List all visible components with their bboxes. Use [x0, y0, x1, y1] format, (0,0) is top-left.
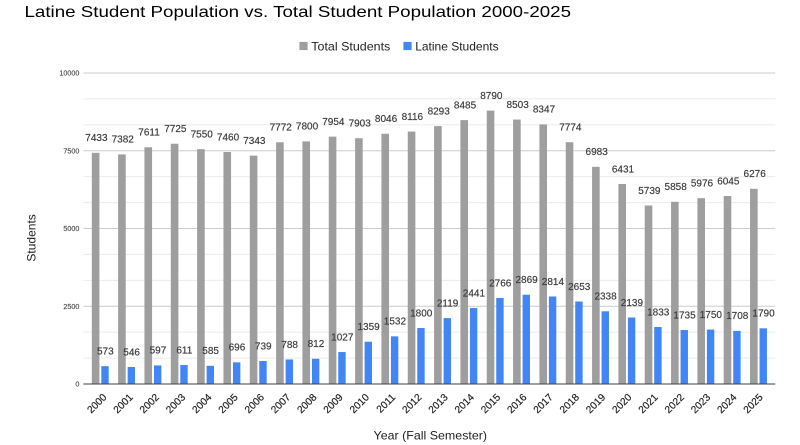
svg-text:Latine Students: Latine Students [415, 39, 498, 53]
svg-text:1708: 1708 [726, 311, 749, 322]
svg-text:6983: 6983 [586, 147, 609, 158]
svg-text:10000: 10000 [59, 69, 79, 78]
svg-text:788: 788 [281, 340, 298, 351]
svg-text:5976: 5976 [691, 178, 714, 189]
svg-text:7800: 7800 [296, 122, 319, 133]
svg-text:611: 611 [176, 345, 192, 356]
svg-text:1027: 1027 [331, 332, 354, 343]
svg-text:1359: 1359 [357, 322, 380, 333]
svg-text:5739: 5739 [638, 186, 661, 197]
svg-text:8485: 8485 [454, 100, 477, 111]
svg-text:1833: 1833 [647, 307, 670, 318]
svg-text:7550: 7550 [191, 130, 214, 141]
svg-text:2119: 2119 [437, 298, 459, 309]
svg-text:585: 585 [202, 346, 219, 357]
svg-text:7500: 7500 [63, 146, 79, 155]
svg-text:546: 546 [123, 347, 140, 358]
svg-text:7725: 7725 [164, 124, 187, 135]
svg-text:7954: 7954 [322, 117, 345, 128]
svg-text:0: 0 [75, 380, 79, 389]
svg-text:7772: 7772 [270, 123, 293, 134]
svg-text:2500: 2500 [63, 302, 79, 311]
svg-text:7343: 7343 [243, 136, 266, 147]
svg-text:739: 739 [255, 341, 272, 352]
svg-text:812: 812 [308, 339, 325, 350]
svg-text:1532: 1532 [384, 317, 407, 328]
svg-text:696: 696 [229, 343, 246, 354]
svg-text:7903: 7903 [349, 119, 372, 130]
svg-text:5000: 5000 [63, 224, 79, 233]
svg-text:7460: 7460 [217, 132, 240, 143]
svg-text:Total Students: Total Students [311, 39, 390, 53]
svg-text:1735: 1735 [673, 310, 696, 321]
svg-text:5858: 5858 [665, 182, 688, 193]
svg-text:2653: 2653 [568, 282, 591, 293]
svg-text:Latine Student Population vs.: Latine Student Population vs. Total Stud… [25, 4, 572, 21]
svg-text:8293: 8293 [428, 106, 451, 117]
svg-text:2814: 2814 [542, 277, 565, 288]
svg-text:8116: 8116 [402, 112, 424, 123]
svg-text:1750: 1750 [700, 310, 723, 321]
svg-text:2441: 2441 [463, 288, 486, 299]
svg-text:7611: 7611 [138, 128, 160, 139]
svg-text:7774: 7774 [559, 123, 582, 134]
svg-text:6045: 6045 [717, 176, 740, 187]
svg-text:7433: 7433 [85, 133, 108, 144]
svg-text:1800: 1800 [410, 308, 433, 319]
svg-text:2139: 2139 [621, 298, 644, 309]
svg-text:7382: 7382 [112, 135, 135, 146]
svg-text:6276: 6276 [744, 169, 767, 180]
svg-text:2766: 2766 [489, 278, 512, 289]
svg-text:8347: 8347 [533, 105, 556, 116]
svg-text:Students: Students [24, 214, 38, 261]
svg-text:Year (Fall Semester): Year (Fall Semester) [374, 429, 488, 443]
svg-text:8790: 8790 [480, 91, 503, 102]
svg-text:2869: 2869 [515, 275, 538, 286]
svg-text:6431: 6431 [612, 164, 635, 175]
svg-text:2338: 2338 [594, 292, 617, 303]
svg-text:1790: 1790 [752, 309, 775, 320]
svg-text:8046: 8046 [375, 114, 398, 125]
svg-text:597: 597 [150, 346, 167, 357]
svg-text:8503: 8503 [507, 100, 530, 111]
svg-text:573: 573 [97, 346, 114, 357]
